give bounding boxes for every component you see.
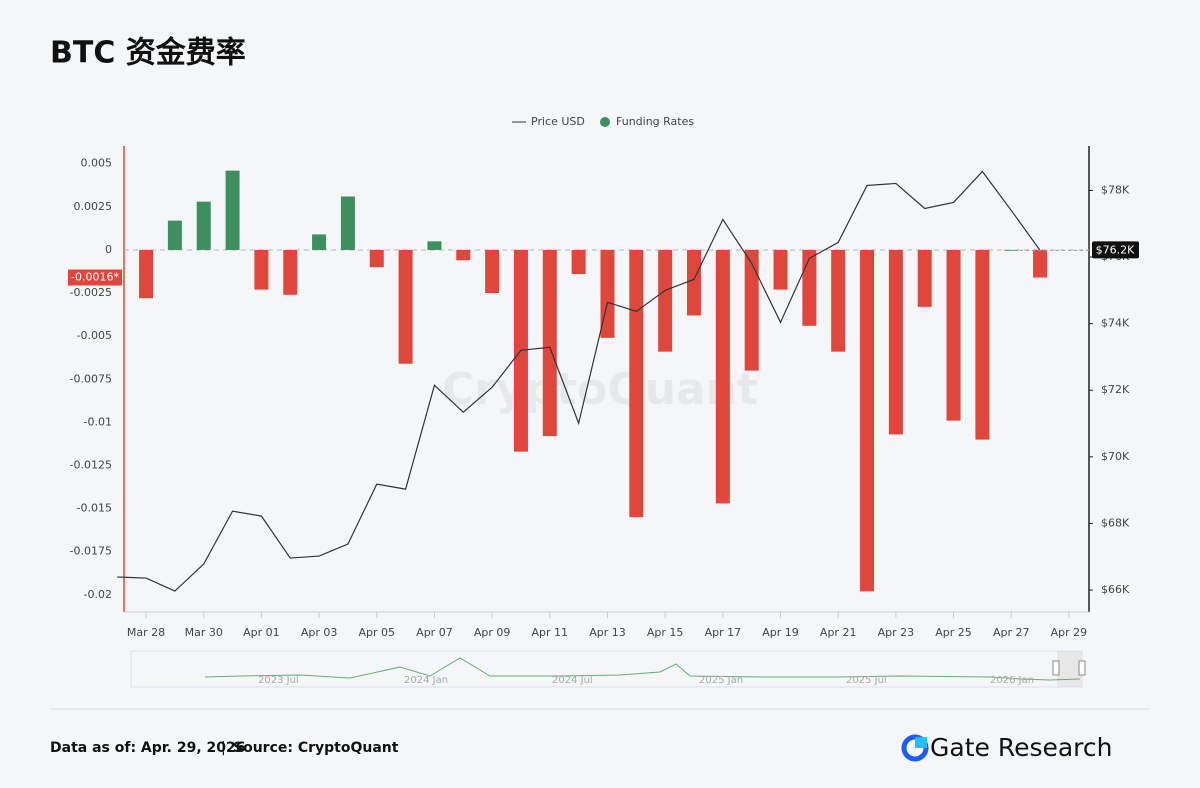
bar bbox=[975, 249, 990, 440]
page-title: BTC 资金费率 bbox=[50, 36, 246, 71]
x-tick-label: Apr 17 bbox=[705, 626, 742, 639]
bar bbox=[831, 249, 846, 352]
bar bbox=[542, 249, 557, 437]
navigator-handle bbox=[1078, 660, 1086, 676]
x-tick-label: Apr 03 bbox=[301, 626, 338, 639]
y2-tick-label: $68K bbox=[1101, 516, 1130, 529]
bar bbox=[888, 249, 903, 435]
y-tick-label: -0.0175 bbox=[70, 545, 112, 558]
x-tick-label: Apr 05 bbox=[358, 626, 395, 639]
current-marker-box bbox=[68, 269, 122, 286]
footer-date: Data as of: Apr. 29, 2026 bbox=[50, 740, 246, 756]
bar bbox=[398, 249, 413, 364]
x-tick-label: Apr 23 bbox=[878, 626, 915, 639]
x-tick-label: Apr 25 bbox=[935, 626, 972, 639]
navigator-handle bbox=[1052, 660, 1060, 676]
bar bbox=[860, 249, 875, 592]
current-marker-label: -0.0016* bbox=[71, 271, 119, 284]
y-tick-label: -0.0125 bbox=[70, 458, 112, 471]
logo-square bbox=[915, 737, 927, 748]
bar bbox=[456, 249, 471, 261]
bar bbox=[715, 249, 730, 504]
y-tick-label: 0.0025 bbox=[74, 200, 113, 213]
bar bbox=[427, 241, 442, 250]
bar bbox=[254, 249, 269, 290]
bar bbox=[773, 249, 788, 290]
price-line bbox=[117, 170, 1041, 592]
bar bbox=[1033, 249, 1048, 278]
y-tick-label: -0.005 bbox=[77, 329, 112, 342]
navigator-label: 2023 Jul bbox=[258, 675, 299, 686]
navigator-label: 2026 Jan bbox=[990, 675, 1034, 686]
x-tick-label: Apr 19 bbox=[762, 626, 799, 639]
y-tick-label: -0.02 bbox=[84, 588, 112, 601]
bar bbox=[629, 249, 644, 518]
y2-tick-label: $66K bbox=[1101, 583, 1130, 596]
navigator-label: 2025 Jan bbox=[699, 675, 743, 686]
bar bbox=[139, 249, 154, 299]
bar bbox=[340, 196, 355, 250]
legend-label: Price USD bbox=[531, 115, 585, 128]
legend-label: Funding Rates bbox=[616, 115, 694, 128]
x-tick-label: Mar 30 bbox=[185, 626, 223, 639]
x-tick-label: Apr 13 bbox=[589, 626, 626, 639]
y-tick-label: -0.015 bbox=[77, 502, 112, 515]
bar bbox=[1004, 249, 1019, 251]
x-tick-label: Apr 01 bbox=[243, 626, 280, 639]
navigator-window bbox=[1057, 651, 1082, 687]
y-tick-label: 0.005 bbox=[81, 157, 113, 170]
bar bbox=[917, 249, 932, 307]
current-marker-box bbox=[1092, 241, 1139, 259]
x-tick-label: Apr 11 bbox=[532, 626, 569, 639]
y-tick-label: -0.0075 bbox=[70, 372, 112, 385]
x-tick-label: Apr 09 bbox=[474, 626, 511, 639]
bar bbox=[167, 220, 182, 250]
bar bbox=[658, 249, 673, 352]
legend-swatch bbox=[600, 117, 610, 127]
x-tick-label: Apr 21 bbox=[820, 626, 857, 639]
current-marker-label: $76.2K bbox=[1096, 243, 1135, 256]
bar bbox=[196, 201, 211, 250]
bar bbox=[283, 249, 298, 295]
bar bbox=[369, 249, 384, 268]
bar bbox=[802, 249, 817, 326]
x-tick-label: Apr 29 bbox=[1051, 626, 1088, 639]
navigator-label: 2024 Jan bbox=[404, 675, 448, 686]
x-tick-label: Apr 07 bbox=[416, 626, 453, 639]
watermark: CryptoQuant bbox=[442, 364, 758, 415]
bar bbox=[485, 249, 500, 294]
bar bbox=[571, 249, 586, 275]
navigator-line bbox=[204, 657, 1081, 681]
bar bbox=[687, 249, 701, 316]
x-tick-label: Apr 27 bbox=[993, 626, 1030, 639]
footer-separator: | bbox=[221, 740, 226, 756]
y2-tick-label: $74K bbox=[1101, 317, 1130, 330]
bar bbox=[225, 170, 240, 250]
bar bbox=[312, 234, 327, 250]
x-tick-label: Apr 15 bbox=[647, 626, 684, 639]
x-tick-label: Mar 28 bbox=[127, 626, 165, 639]
brand-logo bbox=[901, 734, 929, 762]
y-tick-label: -0.01 bbox=[84, 415, 112, 428]
y2-tick-label: $70K bbox=[1101, 450, 1130, 463]
bar bbox=[744, 249, 759, 371]
bar bbox=[946, 249, 961, 421]
footer-source: Source: CryptoQuant bbox=[233, 740, 399, 756]
navigator-label: 2024 Jul bbox=[552, 675, 593, 686]
navigator-label: 2025 Jul bbox=[846, 675, 887, 686]
y2-tick-label: $72K bbox=[1101, 383, 1130, 396]
y-tick-label: -0.0025 bbox=[70, 286, 112, 299]
navigator bbox=[130, 650, 1086, 688]
y-tick-label: 0 bbox=[105, 243, 112, 256]
y2-tick-label: $78K bbox=[1101, 183, 1130, 196]
brand-name: Gate Research bbox=[930, 733, 1113, 762]
